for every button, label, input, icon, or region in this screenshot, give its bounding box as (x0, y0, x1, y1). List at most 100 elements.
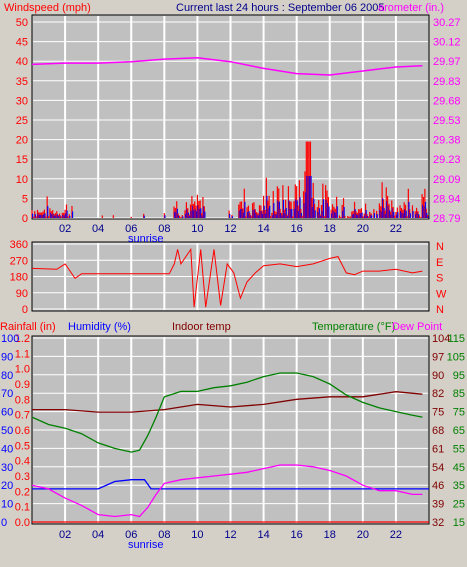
temperature-y-tick-label: 85 (453, 388, 465, 400)
barometer-line (31, 57, 423, 76)
sunrise-label-top: sunrise (128, 233, 163, 245)
rainfall-y-tick-label: 0.0 (15, 517, 30, 529)
humidity-y-tick-label: 80 (1, 370, 13, 382)
temperature-y-tick-label: 75 (453, 407, 465, 419)
humidity-y-tick-label: 20 (1, 480, 13, 492)
temperature-y-tick-label: 25 (453, 499, 465, 511)
humidity-y-tick-label: 0 (1, 517, 7, 529)
rainfall-y-tick-label: 1.0 (15, 364, 30, 376)
wind-y-tick-label: 30 (16, 95, 28, 107)
compass-tick-label: W (436, 288, 447, 300)
barometer-y-tick-label: 29.09 (433, 174, 461, 186)
humidity-y-tick-label: 90 (1, 351, 13, 363)
x-tick-label: 10 (191, 223, 203, 235)
direction-y-tick-label: 270 (10, 255, 28, 267)
humidity-y-tick-label: 30 (1, 462, 13, 474)
x-tick-label: 02 (59, 223, 71, 235)
barometer-y-tick-label: 29.97 (433, 56, 461, 68)
temperature-axis-title: Temperature (°F) (312, 321, 395, 333)
x-tick-label: 02 (59, 529, 71, 541)
barometer-y-tick-label: 29.53 (433, 115, 461, 127)
wind-y-tick-label: 40 (16, 56, 28, 68)
x-tick-label: 06 (125, 529, 137, 541)
sunrise-label-bottom: sunrise (128, 539, 163, 551)
wind-y-tick-label: 45 (16, 37, 28, 49)
direction-y-tick-label: 180 (10, 272, 28, 284)
x-tick-label: 10 (191, 529, 203, 541)
x-tick-label: 16 (291, 529, 303, 541)
humidity-y-tick-label: 50 (1, 425, 13, 437)
windspeed-axis-title: Windspeed (mph) (4, 2, 91, 14)
wind-y-tick-label: 50 (16, 17, 28, 29)
x-tick-label: 04 (92, 529, 104, 541)
x-tick-label: 18 (324, 529, 336, 541)
rainfall-y-tick-label: 0.1 (15, 502, 30, 514)
humidity-y-tick-label: 60 (1, 407, 13, 419)
temperature-line (31, 372, 423, 453)
indoor-y-tick-label: 90 (432, 370, 444, 382)
dewpoint-axis-title: Dew Point (392, 321, 442, 333)
x-tick-label: 14 (257, 223, 269, 235)
indoor-y-tick-label: 39 (432, 499, 444, 511)
humidity-y-tick-label: 10 (1, 499, 13, 511)
wind-y-tick-label: 35 (16, 76, 28, 88)
x-tick-label: 16 (291, 223, 303, 235)
x-tick-label: 08 (158, 223, 170, 235)
x-tick-label: 06 (125, 223, 137, 235)
direction-y-tick-label: 90 (16, 288, 28, 300)
indoor-y-tick-label: 104 (432, 333, 450, 345)
humidity-y-tick-label: 40 (1, 443, 13, 455)
direction-y-tick-label: 0 (22, 304, 28, 316)
indoor-y-tick-label: 32 (432, 517, 444, 529)
chart-date-title: Current last 24 hours : September 06 200… (176, 2, 385, 14)
x-tick-label: 14 (257, 529, 269, 541)
barometer-y-tick-label: 28.94 (433, 193, 461, 205)
indoor-temp-line (32, 391, 423, 413)
indoor-y-tick-label: 82 (432, 388, 444, 400)
temperature-y-tick-label: 95 (453, 370, 465, 382)
x-tick-label: 04 (92, 223, 104, 235)
temperature-y-tick-label: 65 (453, 425, 465, 437)
wind-y-tick-label: 0 (22, 213, 28, 225)
x-tick-label: 18 (324, 223, 336, 235)
wind-y-tick-label: 10 (16, 174, 28, 186)
temperature-y-tick-label: 35 (453, 480, 465, 492)
barometer-y-tick-label: 29.23 (433, 154, 461, 166)
rainfall-y-tick-label: 0.7 (15, 410, 30, 422)
direction-y-tick-label: 360 (10, 239, 28, 251)
wind-y-tick-label: 20 (16, 135, 28, 147)
rainfall-axis-title: Rainfall (in) (0, 321, 56, 333)
axis-tick-labels: 02 02 04 04 06 06 08 08 10 10 12 12 14 14 16 16 18 18 20 20… (1, 17, 465, 541)
x-tick-label: 22 (390, 529, 402, 541)
humidity-y-tick-label: 70 (1, 388, 13, 400)
barometer-y-tick-label: 29.38 (433, 135, 461, 147)
wind-y-tick-label: 5 (22, 193, 28, 205)
x-tick-label: 12 (224, 529, 236, 541)
indoor-temp-title: Indoor temp (172, 321, 231, 333)
rainfall-y-tick-label: 0.5 (15, 440, 30, 452)
indoor-y-tick-label: 97 (432, 351, 444, 363)
humidity-line (32, 479, 429, 490)
indoor-y-tick-label: 46 (432, 480, 444, 492)
temperature-y-tick-label: 115 (447, 333, 465, 345)
wind-y-tick-label: 25 (16, 115, 28, 127)
barometer-y-tick-label: 30.12 (433, 37, 461, 49)
temperature-y-tick-label: 55 (453, 443, 465, 455)
rainfall-y-tick-label: 0.9 (15, 379, 30, 391)
indoor-y-tick-label: 68 (432, 425, 444, 437)
x-tick-label: 22 (390, 223, 402, 235)
temperature-y-tick-label: 45 (453, 462, 465, 474)
x-tick-label: 20 (357, 529, 369, 541)
x-tick-label: 20 (357, 223, 369, 235)
rainfall-y-tick-label: 1.2 (15, 333, 30, 345)
temperature-y-tick-label: 15 (453, 517, 465, 529)
temperature-y-tick-label: 105 (447, 351, 465, 363)
humidity-y-tick-label: 100 (1, 333, 19, 345)
compass-tick-label: E (436, 257, 443, 269)
wind-direction-line (31, 247, 423, 308)
rainfall-y-tick-label: 0.4 (15, 456, 30, 468)
compass-tick-label: S (436, 273, 443, 285)
rainfall-y-tick-label: 0.6 (15, 425, 30, 437)
